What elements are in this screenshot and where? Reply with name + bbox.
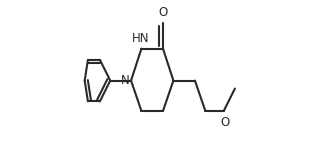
Text: O: O (220, 116, 229, 129)
Text: N: N (121, 74, 130, 87)
Text: O: O (158, 6, 168, 19)
Text: HN: HN (132, 32, 149, 45)
